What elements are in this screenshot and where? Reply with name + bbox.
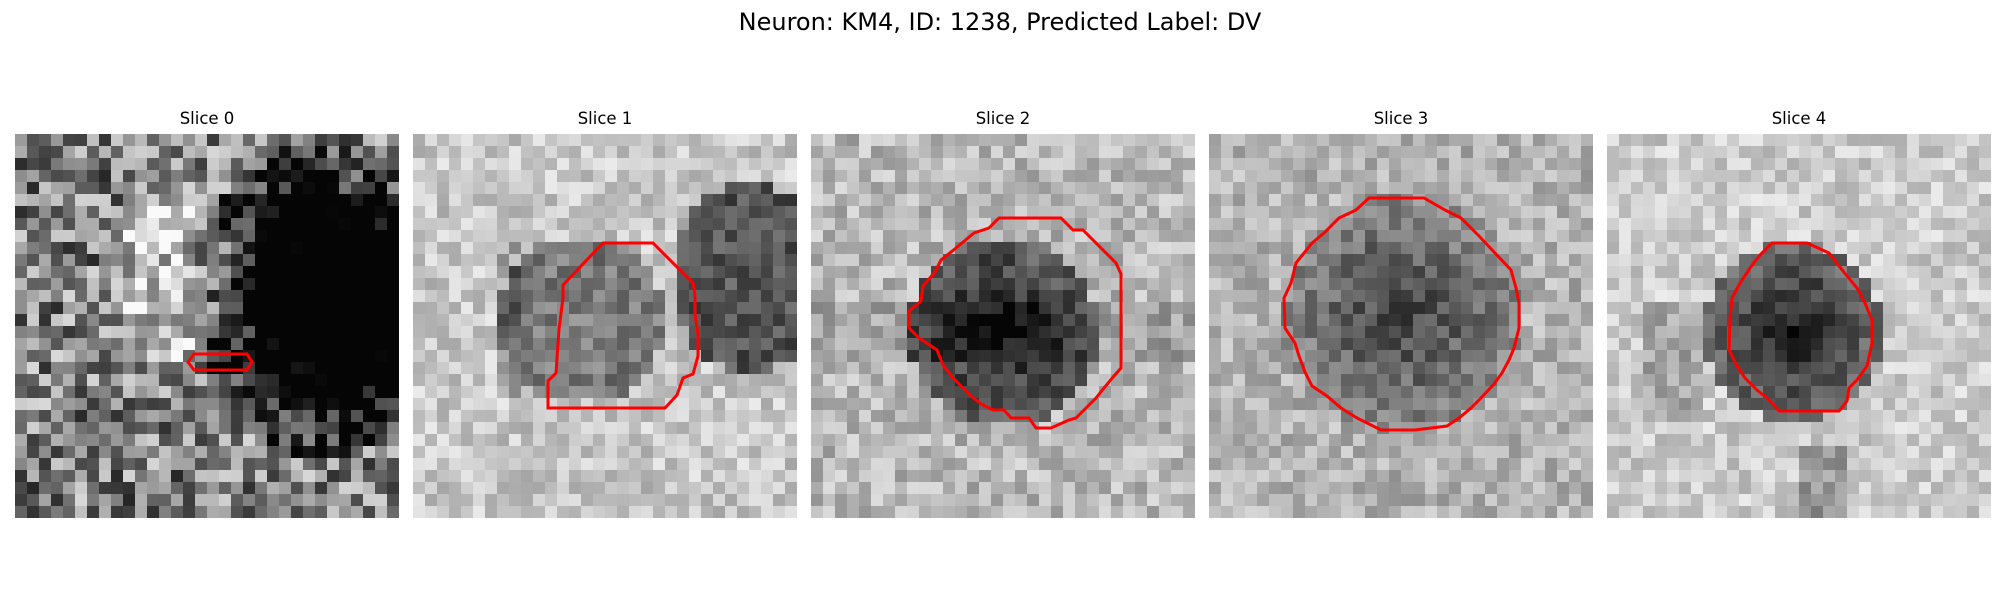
slice-panel-2: Slice 2 — [811, 107, 1195, 518]
slice-title-3: Slice 3 — [1373, 109, 1429, 128]
slice-panel-0: Slice 0 — [15, 107, 399, 518]
figure-title: Neuron: KM4, ID: 1238, Predicted Label: … — [738, 8, 1262, 36]
slice-panel-4: Slice 4 — [1607, 107, 1991, 518]
slice-image-3 — [1209, 134, 1593, 518]
slice-title-4: Slice 4 — [1771, 109, 1827, 128]
neuron-contour — [186, 352, 254, 372]
neuron-contour — [1282, 196, 1521, 432]
slice-image-2 — [811, 134, 1195, 518]
slice-title-0: Slice 0 — [179, 109, 235, 128]
slice-image-0 — [15, 134, 399, 518]
slice-image-4 — [1607, 134, 1991, 518]
slice-image-1 — [413, 134, 797, 518]
neuron-contour — [546, 241, 700, 410]
slice-panel-3: Slice 3 — [1209, 107, 1593, 518]
slice-panel-1: Slice 1 — [413, 107, 797, 518]
slice-title-1: Slice 1 — [577, 109, 633, 128]
slice-svg-4 — [1607, 134, 1991, 518]
neuron-contour — [907, 216, 1123, 430]
slice-svg-1 — [413, 134, 797, 518]
slice-svg-2 — [811, 134, 1195, 518]
slice-svg-0 — [15, 134, 399, 518]
slice-svg-3 — [1209, 134, 1593, 518]
neuron-contour — [1727, 241, 1874, 413]
slice-title-2: Slice 2 — [975, 109, 1031, 128]
